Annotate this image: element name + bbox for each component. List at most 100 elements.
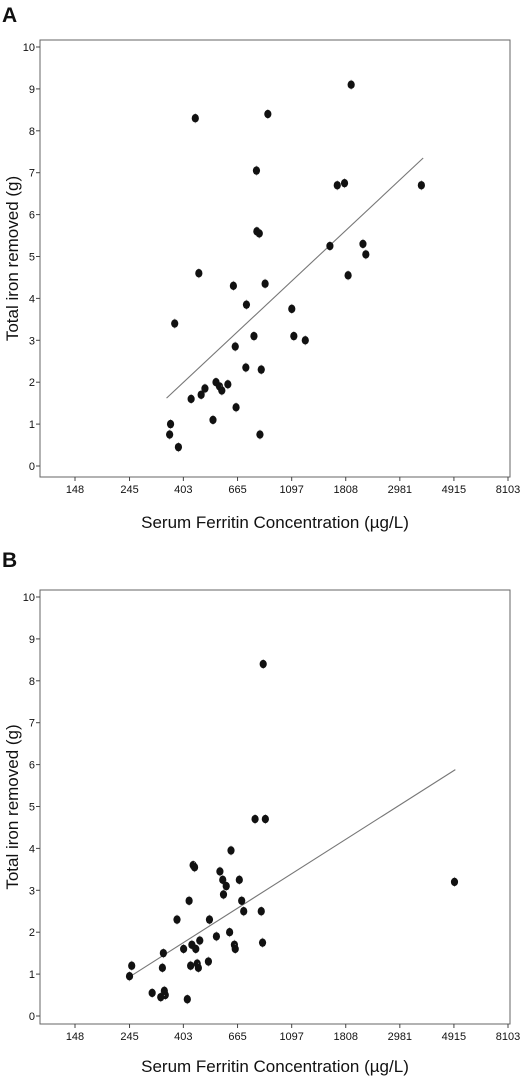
y-tick-label: 10	[23, 42, 35, 54]
y-tick-label: 3	[29, 885, 35, 897]
data-point	[333, 181, 341, 190]
data-point	[174, 442, 183, 452]
y-axis-title: Total iron removed (g)	[3, 176, 22, 341]
data-point	[344, 271, 352, 280]
data-point	[191, 114, 199, 123]
data-point	[255, 229, 263, 238]
data-point	[226, 928, 234, 937]
regression-line	[126, 769, 456, 979]
data-point	[232, 403, 240, 412]
y-tick-label: 4	[29, 293, 35, 305]
data-point	[301, 336, 309, 345]
x-tick-label: 245	[120, 484, 138, 496]
data-point	[340, 178, 349, 188]
y-tick-label: 9	[29, 634, 35, 646]
data-point	[204, 957, 213, 966]
x-tick-label: 2981	[388, 484, 412, 496]
y-axis-title: Total iron removed (g)	[3, 724, 22, 889]
y-tick-label: 0	[29, 1011, 35, 1023]
data-point	[259, 659, 267, 669]
x-axis-title: Serum Ferritin Concentration (µg/L)	[141, 513, 409, 532]
x-tick-label: 403	[174, 484, 192, 496]
data-point	[166, 430, 174, 439]
data-point	[166, 419, 175, 429]
scatter-chart-a: 0 1 2 3 4 5 6 7 8 9 10 148 245 403 665 1097 1808 2981 4915…	[3, 39, 520, 532]
data-point	[159, 948, 167, 958]
data-point	[160, 986, 168, 996]
y-tick-label: 7	[29, 718, 35, 730]
x-tick-label: 1097	[279, 484, 303, 496]
data-point	[326, 241, 334, 251]
data-point	[235, 875, 243, 885]
x-tick-label: 1808	[333, 484, 357, 496]
x-tick-label: 403	[174, 1031, 192, 1043]
y-tick-label: 8	[29, 676, 35, 688]
plot-frame	[39, 39, 511, 478]
data-point	[128, 961, 136, 970]
data-point	[288, 304, 296, 314]
data-point	[201, 384, 209, 393]
data-point	[205, 915, 214, 924]
y-tick-label: 6	[29, 760, 35, 772]
y-tick-label: 6	[29, 210, 35, 222]
data-point	[256, 430, 264, 439]
data-point	[222, 881, 230, 891]
data-point	[242, 300, 251, 309]
x-tick-label: 1808	[333, 1031, 357, 1043]
data-point	[261, 814, 269, 824]
data-point	[171, 319, 179, 328]
data-point	[362, 250, 370, 259]
x-tick-label: 8103	[496, 1031, 520, 1043]
data-point	[261, 279, 269, 288]
y-tick-label: 5	[29, 252, 35, 264]
y-tick-label: 8	[29, 126, 35, 138]
data-point	[218, 386, 226, 395]
data-point	[219, 875, 227, 885]
y-tick-label: 7	[29, 168, 35, 180]
x-tick-label: 4915	[442, 1031, 466, 1043]
y-tick-label: 5	[29, 802, 35, 814]
data-point	[209, 415, 217, 425]
data-point	[196, 936, 204, 945]
panel-label-a: A	[2, 4, 18, 27]
data-point	[251, 814, 259, 824]
y-tick-label: 2	[29, 377, 35, 389]
data-point	[231, 342, 239, 351]
scatter-chart-b: 0 1 2 3 4 5 6 7 8 9 10 148 245 403 665 1097 1808 2981 4915…	[3, 589, 520, 1076]
x-tick-label: 1097	[279, 1031, 303, 1043]
data-point	[359, 239, 367, 249]
data-point	[238, 896, 246, 905]
data-point	[183, 995, 191, 1004]
x-tick-label: 8103	[496, 484, 520, 496]
data-point	[264, 109, 272, 119]
data-point	[195, 269, 203, 278]
y-tick-label: 1	[29, 419, 35, 431]
x-tick-label: 4915	[442, 484, 466, 496]
x-axis-title: Serum Ferritin Concentration (µg/L)	[141, 1057, 409, 1076]
regression-line	[166, 157, 424, 399]
data-point	[240, 907, 248, 916]
y-tick-label: 9	[29, 84, 35, 96]
data-point	[212, 932, 221, 941]
data-point	[158, 963, 166, 973]
data-point	[148, 988, 156, 998]
x-tick-label: 665	[228, 1031, 246, 1043]
data-point	[224, 380, 232, 389]
data-point	[250, 331, 258, 341]
data-point	[347, 80, 355, 89]
data-point	[242, 363, 250, 372]
data-point	[180, 944, 188, 954]
data-point	[258, 938, 267, 947]
y-tick-label: 0	[29, 461, 35, 473]
data-point	[192, 944, 200, 954]
x-tick-label: 148	[66, 1031, 84, 1043]
data-point	[187, 961, 195, 970]
data-point	[231, 944, 239, 954]
data-point	[216, 867, 224, 876]
data-point	[417, 181, 425, 190]
data-point	[252, 166, 261, 175]
y-tick-label: 2	[29, 927, 35, 939]
y-tick-label: 3	[29, 335, 35, 347]
y-tick-label: 1	[29, 969, 35, 981]
data-point	[227, 846, 235, 855]
